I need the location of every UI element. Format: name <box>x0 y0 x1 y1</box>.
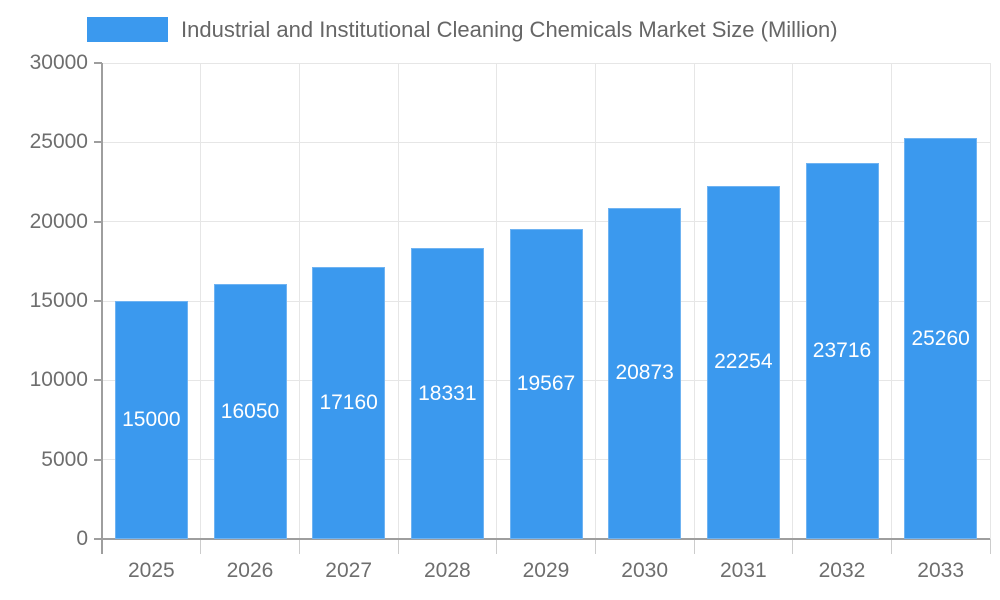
x-axis-tick <box>693 539 695 554</box>
x-axis-label: 2031 <box>719 559 767 582</box>
legend: Industrial and Institutional Cleaning Ch… <box>87 17 838 42</box>
bar: 15000 <box>114 301 188 539</box>
y-axis-tick <box>94 141 102 144</box>
x-axis-tick <box>594 539 596 554</box>
x-axis-tick <box>989 539 991 554</box>
legend-label: Industrial and Institutional Cleaning Ch… <box>181 16 838 42</box>
y-axis-tick <box>94 300 102 302</box>
y-axis-label: 20000 <box>29 209 88 233</box>
bar: 25260 <box>904 138 978 539</box>
y-axis-tick <box>94 62 102 64</box>
x-axis-tick <box>792 539 794 554</box>
bar-value-label: 15000 <box>122 408 181 431</box>
x-gridline <box>792 63 794 539</box>
bar-value-label: 20873 <box>615 361 674 385</box>
x-axis-label: 2032 <box>818 559 866 582</box>
bar-value-label: 19567 <box>516 371 576 395</box>
x-axis-tick <box>298 539 300 554</box>
x-gridline <box>397 63 399 539</box>
x-gridline <box>890 63 892 539</box>
y-gridline <box>102 62 990 64</box>
x-gridline <box>989 63 991 539</box>
y-axis-label: 10000 <box>29 368 88 392</box>
bar-value-label: 25260 <box>911 326 970 350</box>
bar: 17160 <box>312 266 386 539</box>
x-axis-label: 2033 <box>917 559 965 582</box>
bar-value-label: 17160 <box>319 390 378 414</box>
bar: 18331 <box>410 248 484 539</box>
y-axis-tick <box>94 379 102 382</box>
y-gridline <box>102 141 990 143</box>
y-axis-label: 15000 <box>29 289 88 312</box>
y-axis-label: 5000 <box>41 447 88 471</box>
x-axis-label: 2028 <box>423 559 471 582</box>
bar: 20873 <box>608 207 682 539</box>
x-axis-tick <box>496 539 498 554</box>
y-axis-line <box>101 63 103 554</box>
y-axis-tick <box>94 220 102 223</box>
y-gridline <box>102 221 990 223</box>
bar-value-label: 18331 <box>418 381 477 405</box>
x-axis-tick <box>890 539 892 554</box>
bar: 22254 <box>706 185 780 539</box>
x-axis-line <box>102 538 990 540</box>
x-axis-label: 2025 <box>127 559 175 582</box>
x-gridline <box>298 63 300 539</box>
bar: 16050 <box>213 284 287 539</box>
x-axis-tick <box>200 539 202 554</box>
x-gridline <box>496 63 498 539</box>
bar: 19567 <box>509 228 583 539</box>
y-axis-tick <box>94 458 102 461</box>
bar: 23716 <box>805 162 879 539</box>
y-axis-label: 30000 <box>29 51 88 74</box>
y-axis-label: 25000 <box>29 130 88 154</box>
x-axis-label: 2027 <box>325 559 373 582</box>
x-gridline <box>693 63 695 539</box>
bar-value-label: 23716 <box>812 338 872 362</box>
x-axis-label: 2026 <box>226 559 274 582</box>
y-axis-label: 0 <box>76 527 88 550</box>
x-axis-tick <box>397 539 399 554</box>
y-axis-tick <box>94 538 102 540</box>
x-gridline <box>200 63 202 539</box>
x-gridline <box>594 63 596 539</box>
x-axis-label: 2029 <box>522 559 570 582</box>
bar-value-label: 16050 <box>220 399 280 423</box>
legend-swatch <box>87 17 168 42</box>
x-axis-label: 2030 <box>621 559 669 582</box>
bar-value-label: 22254 <box>714 350 773 374</box>
